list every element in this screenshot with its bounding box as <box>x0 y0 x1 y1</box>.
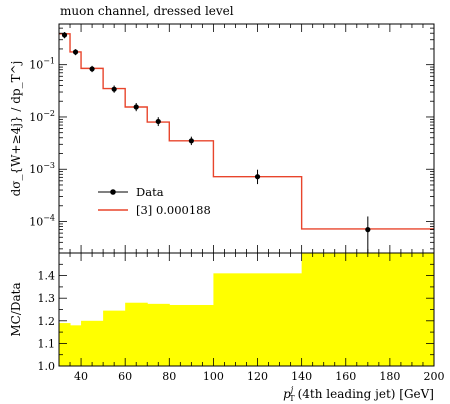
ratio-y-tick-label: 1.0 <box>38 360 56 373</box>
x-tick-label: 80 <box>162 370 176 383</box>
ratio-y-tick-label: 1.3 <box>38 292 56 305</box>
x-tick-label: 160 <box>335 370 356 383</box>
x-tick-label: 120 <box>247 370 268 383</box>
ratio-band-bin <box>301 253 434 366</box>
ratio-band-bin <box>125 302 148 366</box>
x-axis-title: pj T (4th leading jet) [GeV] <box>283 385 434 403</box>
data-point <box>133 104 139 110</box>
data-point <box>89 66 95 72</box>
data-point <box>365 227 371 233</box>
x-tick-label: 200 <box>424 370 445 383</box>
y-tick-label: 10−1 <box>29 57 55 72</box>
legend-data-label: Data <box>136 185 164 199</box>
chart-title: muon channel, dressed level <box>60 4 234 18</box>
data-point <box>155 118 161 125</box>
ratio-band-bin <box>169 304 214 366</box>
x-tick-label: 40 <box>74 370 88 383</box>
ratio-y-tick-label: 1.1 <box>38 337 56 350</box>
y-tick-label: 10−3 <box>29 161 55 176</box>
ratio-y-tick-label: 1.4 <box>38 270 56 283</box>
ratio-band-group <box>59 253 434 366</box>
ratio-band-bin <box>81 320 104 366</box>
legend: Data [3] 0.000188 <box>98 185 211 217</box>
mc-histogram-group <box>59 33 434 230</box>
ratio-band-bin <box>59 323 71 366</box>
data-point <box>72 49 79 55</box>
ratio-y-axis-title: MC/Data <box>9 282 23 336</box>
x-tick-label: 180 <box>379 370 400 383</box>
y-tick-label: 10−2 <box>29 109 55 124</box>
data-point <box>111 86 117 92</box>
x-tick-label: 60 <box>118 370 132 383</box>
y-tick-label: 10−4 <box>29 214 55 229</box>
ratio-y-tick-label: 1.2 <box>38 315 56 328</box>
data-point <box>188 138 194 144</box>
mc-histogram-line <box>59 33 434 230</box>
main-panel-frame <box>58 23 435 254</box>
data-point <box>61 32 68 38</box>
y-axis-title: dσ_{W+≥4j} / dp_T^j <box>9 61 23 197</box>
ratio-band-bin <box>70 325 82 366</box>
ratio-band-bin <box>147 303 170 366</box>
x-tick-label: 140 <box>291 370 312 383</box>
legend-data-marker <box>110 189 116 195</box>
ratio-panel: 1.0 1.1 1.2 1.3 1.4 40 60 80 100 120 140 160 180 200 M… <box>9 252 445 403</box>
ratio-panel-frame <box>58 252 435 367</box>
ratio-band-bin <box>103 310 126 366</box>
legend-mc-label: [3] 0.000188 <box>136 203 211 217</box>
x-tick-label: 100 <box>203 370 224 383</box>
main-panel: 10−1 10−2 10−3 10−4 dσ_{W+≥4j} / dp_T^j Data [… <box>9 23 435 265</box>
data-point <box>254 174 261 180</box>
ratio-band-bin <box>213 273 303 366</box>
